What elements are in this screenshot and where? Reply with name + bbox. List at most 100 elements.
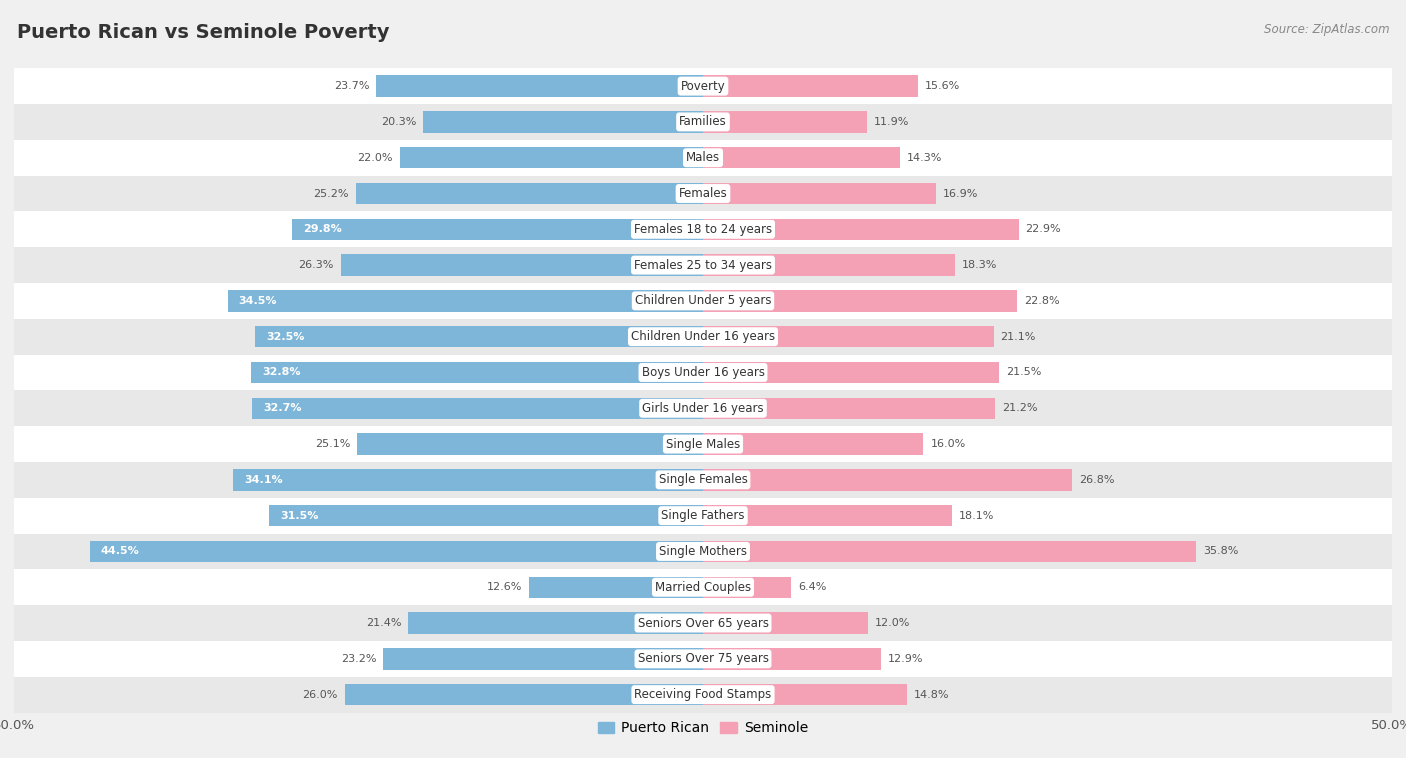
Text: 21.1%: 21.1% (1001, 332, 1036, 342)
Bar (399, 147, 703, 168)
Text: 26.8%: 26.8% (1080, 475, 1115, 485)
Text: 26.3%: 26.3% (298, 260, 333, 270)
Bar (14, 605, 1392, 641)
Bar (14, 498, 1392, 534)
Text: 32.8%: 32.8% (262, 368, 301, 377)
Text: Females 25 to 34 years: Females 25 to 34 years (634, 258, 772, 271)
Bar (703, 218, 1018, 240)
Bar (356, 183, 703, 204)
Text: Single Females: Single Females (658, 473, 748, 487)
Text: 11.9%: 11.9% (875, 117, 910, 127)
Text: Single Fathers: Single Fathers (661, 509, 745, 522)
Bar (703, 505, 952, 526)
Text: 44.5%: 44.5% (101, 547, 139, 556)
Text: 29.8%: 29.8% (304, 224, 342, 234)
Text: Boys Under 16 years: Boys Under 16 years (641, 366, 765, 379)
Text: Single Mothers: Single Mothers (659, 545, 747, 558)
Text: 21.4%: 21.4% (366, 618, 401, 628)
Bar (703, 397, 995, 419)
Bar (14, 247, 1392, 283)
Bar (14, 641, 1392, 677)
Bar (14, 355, 1392, 390)
Text: Source: ZipAtlas.com: Source: ZipAtlas.com (1264, 23, 1389, 36)
Text: 23.7%: 23.7% (335, 81, 370, 91)
Bar (14, 283, 1392, 319)
Bar (14, 390, 1392, 426)
Legend: Puerto Rican, Seminole: Puerto Rican, Seminole (592, 716, 814, 741)
Text: 22.0%: 22.0% (357, 152, 392, 163)
Bar (423, 111, 703, 133)
Text: Seniors Over 75 years: Seniors Over 75 years (637, 653, 769, 666)
Text: 23.2%: 23.2% (340, 654, 377, 664)
Text: 35.8%: 35.8% (1204, 547, 1239, 556)
Text: 34.5%: 34.5% (239, 296, 277, 306)
Text: 26.0%: 26.0% (302, 690, 337, 700)
Bar (703, 469, 1073, 490)
Text: 25.2%: 25.2% (314, 189, 349, 199)
Bar (269, 505, 703, 526)
Text: 20.3%: 20.3% (381, 117, 416, 127)
Bar (703, 648, 880, 669)
Bar (703, 75, 918, 97)
Text: 32.5%: 32.5% (266, 332, 305, 342)
Bar (14, 104, 1392, 139)
Text: 31.5%: 31.5% (280, 511, 318, 521)
Bar (703, 684, 907, 706)
Text: Females: Females (679, 187, 727, 200)
Bar (14, 534, 1392, 569)
Text: 16.0%: 16.0% (931, 439, 966, 449)
Text: 21.2%: 21.2% (1002, 403, 1038, 413)
Bar (703, 326, 994, 347)
Text: 6.4%: 6.4% (799, 582, 827, 592)
Text: 32.7%: 32.7% (263, 403, 302, 413)
Bar (233, 469, 703, 490)
Text: Children Under 5 years: Children Under 5 years (634, 294, 772, 308)
Bar (228, 290, 703, 312)
Text: Puerto Rican vs Seminole Poverty: Puerto Rican vs Seminole Poverty (17, 23, 389, 42)
Bar (703, 111, 868, 133)
Text: Males: Males (686, 151, 720, 164)
Text: Single Males: Single Males (666, 437, 740, 450)
Text: Families: Families (679, 115, 727, 128)
Bar (530, 577, 703, 598)
Text: Girls Under 16 years: Girls Under 16 years (643, 402, 763, 415)
Bar (357, 434, 703, 455)
Bar (252, 362, 703, 384)
Bar (14, 176, 1392, 211)
Text: 14.8%: 14.8% (914, 690, 949, 700)
Bar (292, 218, 703, 240)
Bar (703, 362, 1000, 384)
Text: Poverty: Poverty (681, 80, 725, 92)
Bar (253, 397, 703, 419)
Bar (344, 684, 703, 706)
Bar (703, 255, 955, 276)
Text: Females 18 to 24 years: Females 18 to 24 years (634, 223, 772, 236)
Bar (14, 139, 1392, 176)
Text: Children Under 16 years: Children Under 16 years (631, 330, 775, 343)
Text: Seniors Over 65 years: Seniors Over 65 years (637, 616, 769, 630)
Bar (14, 211, 1392, 247)
Text: 18.3%: 18.3% (962, 260, 997, 270)
Text: 21.5%: 21.5% (1007, 368, 1042, 377)
Text: 22.8%: 22.8% (1024, 296, 1060, 306)
Bar (703, 147, 900, 168)
Text: Married Couples: Married Couples (655, 581, 751, 594)
Bar (14, 569, 1392, 605)
Bar (14, 68, 1392, 104)
Bar (703, 612, 869, 634)
Bar (14, 677, 1392, 713)
Text: 22.9%: 22.9% (1025, 224, 1062, 234)
Text: 25.1%: 25.1% (315, 439, 350, 449)
Bar (14, 426, 1392, 462)
Text: 12.6%: 12.6% (486, 582, 523, 592)
Text: 12.0%: 12.0% (875, 618, 911, 628)
Bar (408, 612, 703, 634)
Text: 14.3%: 14.3% (907, 152, 942, 163)
Bar (703, 540, 1197, 562)
Bar (14, 462, 1392, 498)
Text: 12.9%: 12.9% (887, 654, 924, 664)
Text: 34.1%: 34.1% (245, 475, 283, 485)
Bar (377, 75, 703, 97)
Text: 18.1%: 18.1% (959, 511, 994, 521)
Bar (340, 255, 703, 276)
